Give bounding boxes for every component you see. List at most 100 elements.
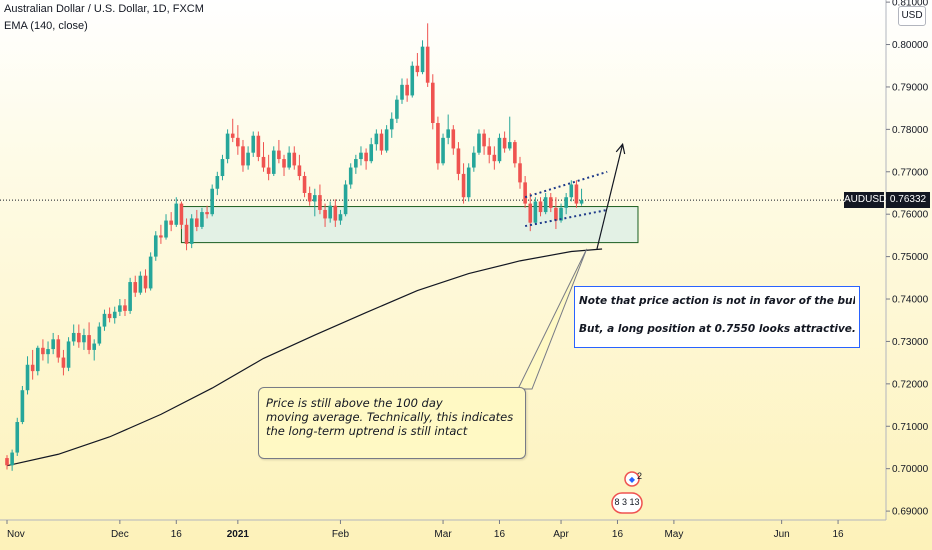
candle-down[interactable] [364, 152, 368, 162]
candle-down[interactable] [456, 148, 461, 174]
candle-down[interactable] [297, 165, 302, 177]
candle-up[interactable] [271, 150, 276, 174]
candle-down[interactable] [379, 133, 384, 151]
candle-down[interactable] [61, 357, 66, 368]
candle-up[interactable] [153, 235, 158, 257]
candle-up[interactable] [92, 343, 97, 350]
candle-down[interactable] [107, 313, 112, 319]
candle-down[interactable] [513, 142, 517, 164]
candle-down[interactable] [159, 235, 163, 238]
candle-up[interactable] [466, 167, 471, 198]
candle-down[interactable] [307, 192, 312, 202]
channel-lower-line[interactable] [524, 208, 608, 228]
candle-up[interactable] [446, 129, 450, 138]
candle-down[interactable] [528, 203, 533, 223]
candle-up[interactable] [15, 422, 20, 453]
candle-up[interactable] [569, 184, 574, 198]
candle-down[interactable] [502, 137, 507, 149]
candle-up[interactable] [97, 326, 102, 344]
candle-up[interactable] [51, 339, 55, 350]
candle-down[interactable] [230, 133, 235, 138]
note-annotation[interactable]: Note that price action is not in favor o… [574, 286, 860, 348]
candle-up[interactable] [354, 159, 358, 168]
candle-up[interactable] [128, 282, 132, 311]
candle-down[interactable] [554, 207, 558, 221]
ema-140-line[interactable] [6, 248, 603, 467]
event-group-badge[interactable] [611, 492, 643, 514]
candle-up[interactable] [507, 142, 512, 149]
candle-down[interactable] [41, 347, 45, 355]
candle-down[interactable] [169, 220, 173, 225]
candle-up[interactable] [251, 135, 256, 153]
event-flag-icon[interactable] [624, 471, 640, 487]
candle-down[interactable] [236, 137, 240, 147]
candle-up[interactable] [389, 118, 394, 130]
candle-down[interactable] [30, 364, 35, 372]
candle-up[interactable] [343, 184, 348, 215]
candle-up[interactable] [313, 195, 317, 202]
candle-up[interactable] [369, 144, 374, 162]
candle-up[interactable] [189, 218, 194, 244]
candle-down[interactable] [195, 218, 199, 227]
candle-up[interactable] [20, 390, 25, 423]
candle-up[interactable] [210, 188, 214, 215]
candle-up[interactable] [441, 137, 445, 164]
channel-upper-line[interactable] [524, 170, 608, 199]
candle-down[interactable] [205, 212, 209, 215]
candle-up[interactable] [400, 84, 404, 100]
candle-down[interactable] [415, 65, 420, 73]
candle-up[interactable] [410, 65, 415, 96]
candle-up[interactable] [564, 197, 568, 208]
candle-down[interactable] [451, 129, 456, 149]
candle-up[interactable] [46, 349, 50, 355]
candle-down[interactable] [133, 282, 138, 293]
candle-up[interactable] [220, 159, 225, 177]
candle-down[interactable] [461, 173, 466, 198]
candle-up[interactable] [200, 212, 204, 227]
events-layer[interactable]: ◆ 2 8 3 13 [611, 471, 643, 514]
candle-up[interactable] [420, 46, 425, 73]
candle-down[interactable] [302, 176, 307, 193]
candle-up[interactable] [246, 152, 250, 166]
candle-down[interactable] [266, 167, 271, 174]
candle-up[interactable] [374, 133, 379, 145]
candle-up[interactable] [533, 201, 538, 223]
candle-up[interactable] [579, 200, 584, 204]
candle-down[interactable] [5, 458, 9, 466]
projection-arrow-line[interactable] [596, 144, 624, 250]
candle-down[interactable] [548, 197, 553, 208]
candle-up[interactable] [82, 335, 86, 343]
candle-up[interactable] [497, 137, 502, 162]
candle-up[interactable] [112, 311, 117, 319]
candle-down[interactable] [523, 182, 527, 204]
candle-down[interactable] [492, 154, 497, 162]
callout-annotation[interactable]: Price is still above the 100 day moving … [258, 387, 526, 459]
candle-up[interactable] [71, 332, 76, 342]
currency-button[interactable]: USD [898, 6, 926, 26]
candle-up[interactable] [395, 99, 399, 119]
candle-down[interactable] [77, 332, 81, 343]
candle-up[interactable] [102, 313, 107, 327]
candle-up[interactable] [225, 133, 230, 160]
candle-up[interactable] [359, 152, 363, 160]
candle-down[interactable] [333, 205, 338, 221]
candle-down[interactable] [179, 203, 184, 225]
candle-up[interactable] [164, 220, 168, 238]
candle-down[interactable] [123, 305, 127, 311]
candle-up[interactable] [559, 207, 563, 221]
candle-down[interactable] [405, 84, 409, 96]
candle-up[interactable] [477, 133, 481, 153]
support-zone-rect[interactable] [180, 206, 639, 244]
candle-down[interactable] [277, 150, 281, 160]
candle-up[interactable] [148, 256, 153, 289]
candle-down[interactable] [261, 156, 266, 168]
candle-down[interactable] [292, 152, 297, 166]
candle-up[interactable] [472, 152, 476, 168]
candle-down[interactable] [425, 46, 430, 83]
candle-down[interactable] [436, 123, 440, 164]
candle-down[interactable] [143, 275, 148, 289]
candle-up[interactable] [138, 275, 143, 293]
candle-up[interactable] [338, 214, 343, 221]
candle-up[interactable] [66, 341, 71, 368]
